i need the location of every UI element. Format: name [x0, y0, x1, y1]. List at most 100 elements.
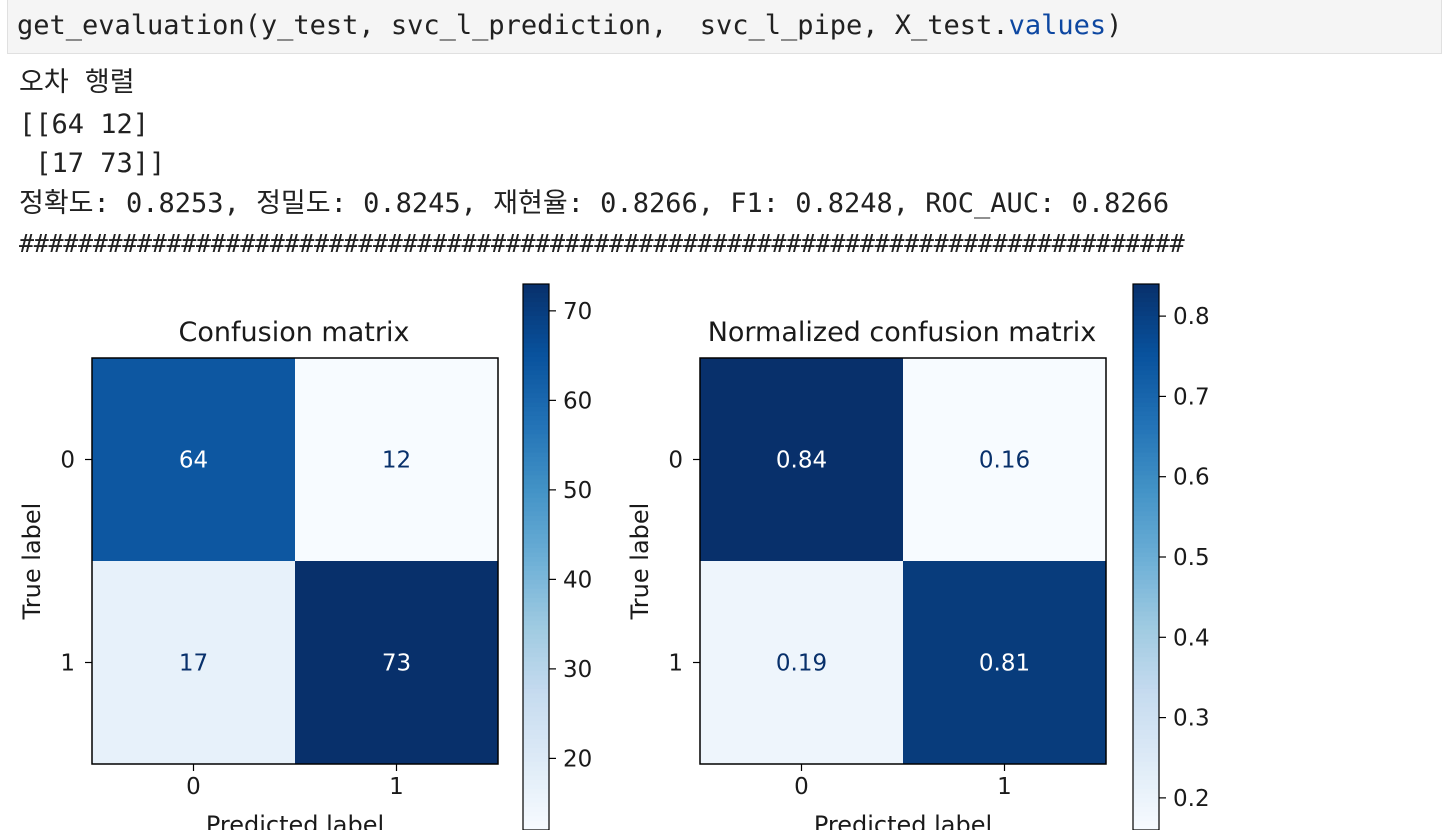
colorbar-segment: [523, 384, 549, 390]
colorbar-segment: [523, 397, 549, 403]
matrix-frame: [91, 357, 499, 765]
colorbar-segment: [1133, 356, 1159, 362]
colorbar-segment: [523, 720, 549, 726]
colorbar-segment: [523, 557, 549, 563]
cell-label: 73: [382, 651, 411, 677]
colorbar-segment: [523, 475, 549, 481]
colorbar-segment: [523, 666, 549, 672]
colorbar-segment: [523, 547, 549, 554]
colorbar-segment: [1133, 347, 1159, 353]
code-line[interactable]: get_evaluation(y_test, svc_l_prediction,…: [17, 9, 1122, 43]
colorbar-segment: [1133, 711, 1159, 717]
colorbar-segment: [1133, 597, 1159, 604]
colorbar-segment: [1133, 352, 1159, 358]
colorbar-segment: [1133, 538, 1159, 544]
colorbar-segment: [523, 607, 549, 613]
matrix-cell: [92, 358, 295, 561]
y-tick-label: 1: [668, 651, 683, 677]
colorbar-segment: [1133, 516, 1159, 522]
colorbar-segment: [1133, 488, 1159, 494]
cell-label: 0.19: [776, 651, 827, 677]
colorbar-segment: [523, 570, 549, 576]
colorbar-segment: [523, 347, 549, 353]
colorbar-segment: [1133, 452, 1159, 458]
colorbar-tick-label: 0.6: [1173, 465, 1210, 491]
colorbar-segment: [523, 338, 549, 344]
colorbar-segment: [1133, 415, 1159, 422]
output-metrics: 정확도: 0.8253, 정밀도: 0.8245, 재현율: 0.8266, F…: [19, 188, 1170, 219]
code-attribute: values: [1008, 10, 1107, 41]
y-tick-label: 1: [60, 651, 75, 677]
colorbar-segment: [523, 324, 549, 331]
colorbar-segment: [523, 511, 549, 517]
colorbar-segment: [523, 429, 549, 435]
colorbar-segment: [1133, 302, 1159, 308]
colorbar-segment: [523, 529, 549, 535]
colorbar-segment: [523, 611, 549, 617]
colorbar-segment: [1133, 757, 1159, 763]
colorbar-segment: [1133, 561, 1159, 567]
colorbar-segment: [523, 652, 549, 658]
chart-title: Normalized confusion matrix: [708, 317, 1097, 348]
colorbar-segment: [523, 320, 549, 326]
colorbar-segment: [1133, 789, 1159, 795]
colorbar-segment: [1133, 506, 1159, 513]
colorbar-segment: [1133, 702, 1159, 708]
colorbar-segment: [523, 770, 549, 776]
colorbar-segment: [523, 761, 549, 767]
x-tick-label: 1: [389, 774, 404, 800]
colorbar-segment: [523, 807, 549, 813]
colorbar-segment: [523, 811, 549, 817]
colorbar-segment: [1133, 670, 1159, 676]
colorbar-segment: [523, 393, 549, 399]
colorbar-segment: [1133, 752, 1159, 758]
colorbar-segment: [1133, 420, 1159, 426]
colorbar-segment: [1133, 311, 1159, 317]
colorbar-segment: [523, 525, 549, 531]
colorbar-segment: [523, 657, 549, 663]
colorbar-segment: [523, 370, 549, 376]
colorbar-segment: [1133, 707, 1159, 713]
colorbar-segment: [523, 425, 549, 431]
colorbar-segment: [523, 497, 549, 503]
colorbar-segment: [1133, 648, 1159, 654]
colorbar-segment: [523, 711, 549, 717]
colorbar-segment: [523, 702, 549, 708]
colorbar-segment: [523, 793, 549, 799]
colorbar-segment: [523, 406, 549, 412]
colorbar-segment: [523, 411, 549, 417]
colorbar-segment: [523, 365, 549, 372]
colorbar-segment: [523, 493, 549, 499]
colorbar-segment: [1133, 520, 1159, 526]
colorbar-segment: [1133, 466, 1159, 472]
colorbar-segment: [1133, 397, 1159, 403]
colorbar-segment: [523, 302, 549, 308]
colorbar-segment: [523, 402, 549, 408]
colorbar-segment: [523, 602, 549, 608]
colorbar-segment: [523, 488, 549, 494]
colorbar-segment: [523, 356, 549, 362]
colorbar-segment: [523, 502, 549, 508]
colorbar-segment: [1133, 634, 1159, 640]
code-cell[interactable]: get_evaluation(y_test, svc_l_prediction,…: [7, 0, 1442, 54]
colorbar-segment: [1133, 616, 1159, 622]
colorbar-segment: [1133, 657, 1159, 663]
colorbar-segment: [1133, 402, 1159, 408]
colorbar-segment: [523, 456, 549, 463]
colorbar-segment: [1133, 620, 1159, 626]
colorbar-segment: [1133, 338, 1159, 344]
colorbar-segment: [523, 516, 549, 522]
cell-label: 64: [179, 448, 208, 474]
cell-label: 0.16: [979, 448, 1030, 474]
colorbar-segment: [523, 293, 549, 299]
colorbar-segment: [1133, 511, 1159, 517]
colorbar-tick-label: 0.3: [1173, 706, 1210, 732]
colorbar-segment: [523, 334, 549, 340]
colorbar-segment: [1133, 534, 1159, 540]
colorbar-segment: [523, 561, 549, 567]
colorbar-segment: [523, 779, 549, 786]
colorbar-segment: [1133, 461, 1159, 467]
colorbar-segment: [1133, 479, 1159, 485]
colorbar-segment: [523, 352, 549, 358]
colorbar-segment: [523, 625, 549, 631]
